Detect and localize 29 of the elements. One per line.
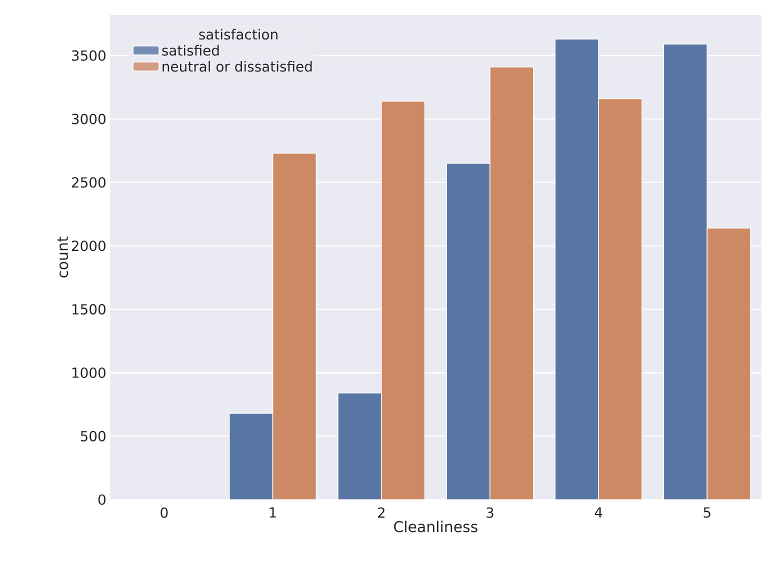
legend-title: satisfaction bbox=[199, 29, 278, 40]
y-tick-label: 2000 bbox=[72, 240, 106, 252]
bar bbox=[490, 67, 534, 500]
bar bbox=[663, 44, 708, 500]
y-tick-label: 1500 bbox=[72, 304, 106, 315]
legend-label: satisfied bbox=[162, 45, 219, 56]
bar bbox=[706, 228, 751, 500]
x-axis-title: Cleanliness bbox=[394, 520, 478, 533]
x-tick-label: 5 bbox=[704, 508, 710, 518]
x-tick-label: 3 bbox=[486, 508, 494, 518]
x-tick-label: 2 bbox=[378, 508, 384, 518]
y-tick-label: 3000 bbox=[72, 114, 106, 124]
bar bbox=[446, 164, 490, 500]
y-tick-label: 0 bbox=[98, 494, 106, 506]
bar bbox=[598, 98, 642, 500]
bar bbox=[381, 101, 425, 500]
y-axis-title: count bbox=[57, 236, 68, 278]
y-tick-label: 2500 bbox=[72, 177, 106, 188]
bar bbox=[272, 153, 316, 500]
y-tick-label: 500 bbox=[80, 431, 106, 442]
y-tick-label: 3500 bbox=[72, 50, 106, 62]
bar bbox=[229, 414, 273, 500]
x-tick-label: 4 bbox=[594, 508, 602, 518]
x-tick-label: 1 bbox=[270, 508, 276, 518]
bar bbox=[338, 393, 382, 500]
x-tick-label: 0 bbox=[160, 508, 168, 518]
y-tick-label: 1000 bbox=[72, 368, 106, 378]
bar bbox=[555, 39, 599, 500]
legend-label: neutral or dissatisfied bbox=[162, 61, 312, 72]
